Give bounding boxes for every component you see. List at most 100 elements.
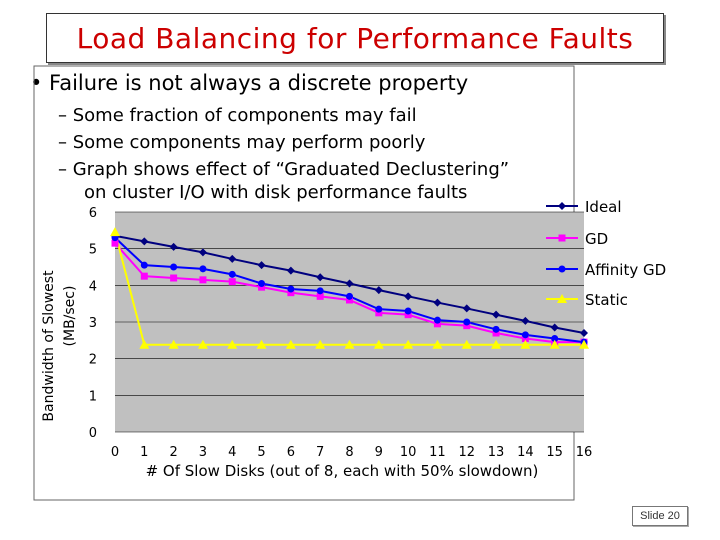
point-gd-3 <box>199 276 207 284</box>
point-affinity-gd-10 <box>404 307 412 315</box>
point-static-11 <box>432 339 443 349</box>
series-markers <box>110 227 589 349</box>
y-axis-ticks: 0 1 2 3 4 5 6 <box>89 206 97 441</box>
point-static-7 <box>315 339 326 349</box>
x-tick-label-15: 15 <box>546 445 563 460</box>
legend: Ideal GD Affinity GD Static <box>546 198 666 309</box>
point-affinity-gd-5 <box>258 280 266 287</box>
x-tick-label-8: 8 <box>345 445 353 460</box>
y-axis-label-line-2: (MB/sec) <box>62 286 78 347</box>
slide-title: Load Balancing for Performance Faults <box>46 13 664 63</box>
point-static-10 <box>403 339 414 349</box>
point-gd-14 <box>521 335 529 342</box>
point-ideal-6 <box>286 266 295 275</box>
x-tick-label-14: 14 <box>517 445 534 460</box>
point-affinity-gd-13 <box>492 325 500 333</box>
point-affinity-gd-7 <box>316 287 324 295</box>
point-static-1 <box>139 339 150 349</box>
point-affinity-gd-6 <box>287 285 295 293</box>
y-tick-label-3: 3 <box>89 316 97 331</box>
point-ideal-2 <box>169 242 178 251</box>
point-static-15 <box>549 339 560 349</box>
point-static-6 <box>285 339 296 349</box>
point-ideal-4 <box>228 254 237 263</box>
point-ideal-14 <box>521 316 530 325</box>
point-gd-6 <box>287 289 295 297</box>
point-affinity-gd-11 <box>433 316 441 324</box>
point-ideal-9 <box>374 286 383 295</box>
point-gd-1 <box>140 272 148 280</box>
bullet-list: • Failure is not always a discrete prope… <box>30 68 590 98</box>
legend-label-ideal: Ideal <box>585 198 622 216</box>
point-gd-11 <box>433 320 441 328</box>
point-static-13 <box>491 339 502 349</box>
point-ideal-12 <box>462 304 471 313</box>
y-tick-label-2: 2 <box>89 353 97 368</box>
x-tick-label-5: 5 <box>257 445 265 460</box>
sub-bullet-1: – Some fraction of components may fail <box>58 105 417 126</box>
x-tick-label-0: 0 <box>111 445 119 460</box>
y-tick-label-1: 1 <box>89 389 97 404</box>
legend-marker-gd <box>558 234 566 242</box>
point-static-14 <box>520 339 531 349</box>
point-static-8 <box>344 339 355 349</box>
point-affinity-gd-9 <box>375 305 383 313</box>
sub-bullet-3: – Graph shows effect of “Graduated Declu… <box>58 159 510 180</box>
x-tick-label-10: 10 <box>400 445 417 460</box>
point-affinity-gd-14 <box>521 331 529 339</box>
legend-marker-ideal <box>558 202 566 210</box>
x-axis-label: # Of Slow Disks (out of 8, each with 50%… <box>146 462 539 480</box>
x-tick-label-16: 16 <box>576 445 593 460</box>
x-tick-label-6: 6 <box>287 445 295 460</box>
point-ideal-13 <box>492 310 501 319</box>
y-tick-label-5: 5 <box>89 243 97 258</box>
point-gd-10 <box>404 311 412 319</box>
x-tick-label-11: 11 <box>429 445 446 460</box>
point-static-12 <box>461 339 472 349</box>
y-tick-label-0: 0 <box>89 426 97 441</box>
x-tick-label-12: 12 <box>458 445 475 460</box>
legend-label-affinity-gd: Affinity GD <box>585 261 666 279</box>
x-tick-label-13: 13 <box>488 445 505 460</box>
point-gd-4 <box>228 278 236 286</box>
point-ideal-8 <box>345 279 354 288</box>
point-static-0 <box>110 227 120 237</box>
y-tick-label-4: 4 <box>89 279 97 294</box>
x-tick-label-3: 3 <box>199 445 207 460</box>
point-gd-12 <box>463 322 471 330</box>
point-ideal-1 <box>140 237 149 246</box>
x-tick-label-7: 7 <box>316 445 324 460</box>
point-ideal-3 <box>198 248 207 257</box>
point-static-4 <box>227 339 238 349</box>
main-bullet: • Failure is not always a discrete prope… <box>30 71 469 95</box>
x-tick-label-1: 1 <box>140 445 148 460</box>
point-ideal-7 <box>316 273 325 282</box>
slide-number: Slide 20 <box>632 506 688 526</box>
sub-bullet-3-cont: on cluster I/O with disk performance fau… <box>84 182 468 203</box>
x-tick-label-2: 2 <box>169 445 177 460</box>
x-axis-ticks: 0 1 2 3 4 5 6 7 8 9 10 11 12 13 14 15 16 <box>111 445 592 460</box>
point-ideal-10 <box>404 292 413 301</box>
point-affinity-gd-3 <box>199 265 207 273</box>
x-tick-label-4: 4 <box>228 445 236 460</box>
point-gd-2 <box>170 274 178 282</box>
point-affinity-gd-1 <box>140 261 148 269</box>
point-gd-9 <box>375 309 383 317</box>
point-gd-0 <box>111 239 119 247</box>
point-ideal-15 <box>550 323 559 332</box>
point-gd-7 <box>316 292 324 300</box>
point-affinity-gd-12 <box>463 318 471 326</box>
point-static-5 <box>256 339 267 349</box>
y-tick-label-6: 6 <box>89 206 97 221</box>
point-affinity-gd-4 <box>228 270 236 278</box>
point-gd-8 <box>346 296 353 304</box>
legend-label-gd: GD <box>585 230 608 248</box>
point-gd-5 <box>258 283 266 291</box>
point-ideal-5 <box>257 261 266 270</box>
legend-label-static: Static <box>585 291 628 309</box>
sub-bullet-2: – Some components may perform poorly <box>58 132 426 153</box>
point-ideal-16 <box>580 329 588 337</box>
point-ideal-11 <box>433 298 442 307</box>
point-static-16 <box>579 339 589 349</box>
